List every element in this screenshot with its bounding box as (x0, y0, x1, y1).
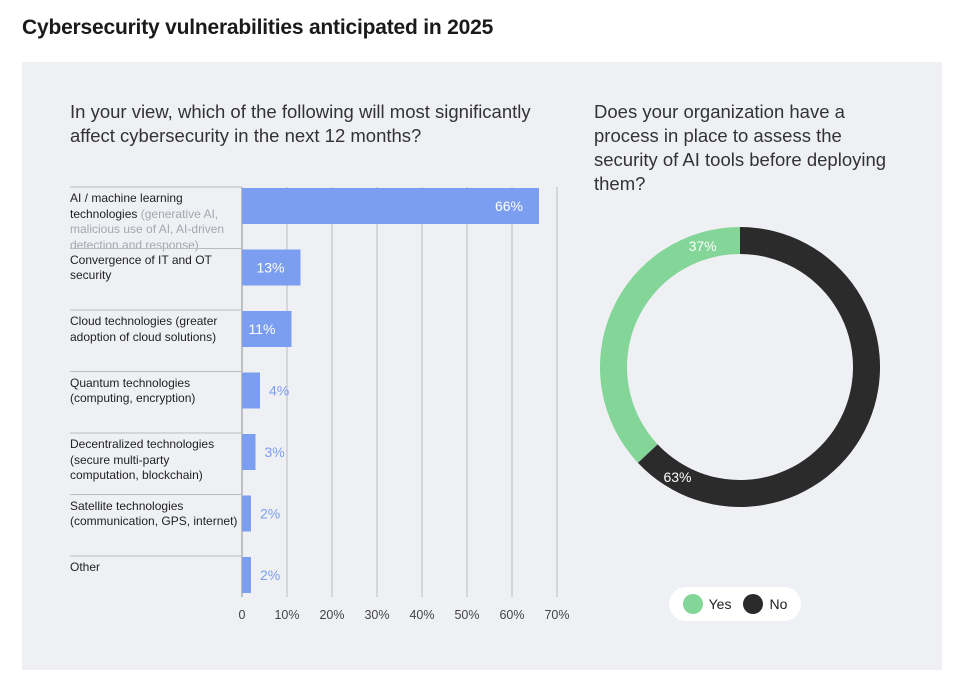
legend-label-no: No (769, 596, 788, 612)
category-label-main-5: Satellite technologies (communication, G… (70, 498, 238, 529)
x-tick-label-0: 0 (239, 608, 246, 622)
donut-slice-no (637, 227, 880, 507)
category-label-main-2: Cloud technologies (greater adoption of … (70, 314, 218, 344)
bar-6 (242, 557, 251, 593)
bar-value-label-0: 66% (495, 198, 523, 214)
legend-swatch-yes (682, 594, 703, 614)
bar-3 (242, 372, 260, 409)
legend-swatch-no (743, 594, 764, 614)
bar-value-label-5: 2% (260, 506, 280, 522)
x-tick-label-2: 20% (319, 608, 344, 622)
bar-0 (242, 188, 539, 224)
donut-chart: 37% 63% (600, 227, 880, 507)
legend-label-yes: Yes (708, 596, 732, 612)
category-label-main-1: Convergence of IT and OT security (70, 252, 212, 283)
x-tick-label-3: 30% (364, 608, 389, 622)
bar-value-label-1: 13% (256, 260, 284, 276)
x-tick-label-1: 10% (274, 608, 299, 622)
donut-legend: Yes No (669, 587, 801, 621)
category-label-5: Satellite technologies (communication, G… (70, 499, 240, 530)
x-tick-label-6: 60% (499, 608, 524, 622)
category-label-main-0: AI / machine learning technologies (70, 191, 183, 221)
bar-chart: 0 10% 20% 30% 40% 50% 60% 70% 66% 13% 11% 4% 3% 2% 2% (70, 186, 570, 622)
category-label-6: Other (70, 560, 240, 576)
bar-value-label-3: 4% (269, 383, 289, 399)
category-label-main-6: Other (70, 560, 101, 574)
legend-item-yes: Yes (682, 594, 732, 614)
chart-panel: In your view, which of the following wil… (22, 62, 942, 670)
category-label-3: Quantum technologies (computing, encrypt… (70, 376, 240, 407)
category-label-4: Decentralized technologies (secure multi… (70, 437, 240, 484)
bar-chart-question: In your view, which of the following wil… (70, 101, 531, 146)
legend-item-no: No (743, 594, 787, 614)
donut-chart-question: Does your organization have a process in… (594, 101, 887, 194)
donut-label-yes: 37% (689, 238, 717, 254)
category-label-1: Convergence of IT and OT security (70, 253, 240, 284)
donut-slice-yes (600, 227, 740, 463)
bar-value-label-2: 11% (249, 321, 276, 337)
bar-1 (242, 249, 301, 286)
bar-5 (242, 495, 251, 532)
bar-value-label-4: 3% (265, 444, 285, 460)
x-tick-label-5: 50% (454, 608, 479, 622)
x-tick-label-7: 70% (544, 608, 569, 622)
bar-4 (242, 434, 256, 470)
page-title: Cybersecurity vulnerabilities anticipate… (22, 16, 494, 39)
category-label-main-4: Decentralized technologies (secure multi… (70, 437, 215, 482)
bar-value-label-6: 2% (260, 567, 280, 583)
x-tick-label-4: 40% (409, 608, 434, 622)
bar-2 (242, 311, 292, 347)
category-label-main-3: Quantum technologies (computing, encrypt… (70, 375, 196, 406)
category-label-2: Cloud technologies (greater adoption of … (70, 314, 240, 345)
donut-label-no: 63% (663, 469, 691, 485)
